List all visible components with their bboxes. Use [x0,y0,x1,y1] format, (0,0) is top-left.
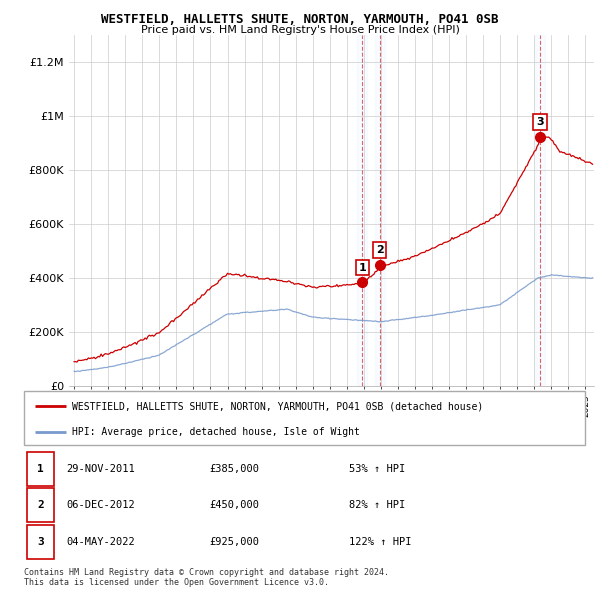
Text: 3: 3 [536,117,544,127]
Text: 06-DEC-2012: 06-DEC-2012 [66,500,135,510]
Text: WESTFIELD, HALLETTS SHUTE, NORTON, YARMOUTH, PO41 0SB (detached house): WESTFIELD, HALLETTS SHUTE, NORTON, YARMO… [71,401,483,411]
Text: £925,000: £925,000 [209,537,259,547]
Text: 2: 2 [376,245,383,255]
Text: HPI: Average price, detached house, Isle of Wight: HPI: Average price, detached house, Isle… [71,427,359,437]
FancyBboxPatch shape [27,489,54,523]
FancyBboxPatch shape [27,525,54,559]
Bar [374,35,385,386]
Text: £450,000: £450,000 [209,500,259,510]
Text: 122% ↑ HPI: 122% ↑ HPI [349,537,412,547]
FancyBboxPatch shape [27,452,54,486]
Bar [357,35,367,386]
Text: Price paid vs. HM Land Registry's House Price Index (HPI): Price paid vs. HM Land Registry's House … [140,25,460,35]
Text: 2: 2 [37,500,44,510]
Text: 53% ↑ HPI: 53% ↑ HPI [349,464,406,474]
Text: 1: 1 [359,263,367,273]
Text: 1: 1 [37,464,44,474]
Text: 3: 3 [37,537,44,547]
Text: Contains HM Land Registry data © Crown copyright and database right 2024.
This d: Contains HM Land Registry data © Crown c… [24,568,389,587]
Text: WESTFIELD, HALLETTS SHUTE, NORTON, YARMOUTH, PO41 0SB: WESTFIELD, HALLETTS SHUTE, NORTON, YARMO… [101,13,499,26]
Bar [535,35,545,386]
Text: £385,000: £385,000 [209,464,259,474]
Text: 29-NOV-2011: 29-NOV-2011 [66,464,135,474]
Text: 82% ↑ HPI: 82% ↑ HPI [349,500,406,510]
Text: 04-MAY-2022: 04-MAY-2022 [66,537,135,547]
